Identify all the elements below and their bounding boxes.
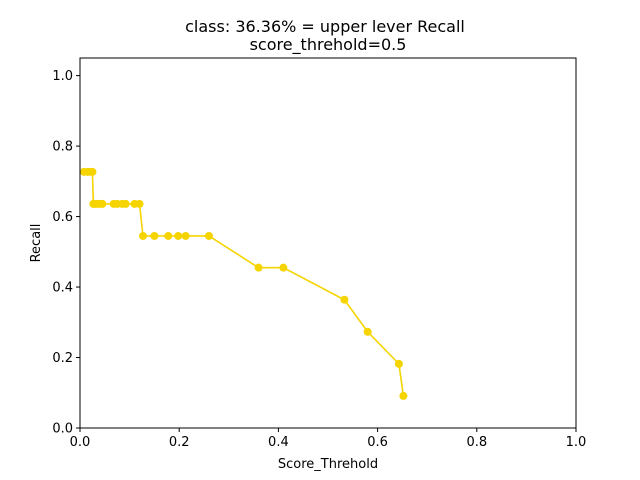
data-point — [399, 391, 408, 400]
chart-title: class: 36.36% = upper lever Recall — [185, 17, 465, 36]
data-point — [363, 327, 372, 336]
y-tick-label: 0.2 — [52, 351, 73, 366]
data-point — [88, 167, 97, 176]
x-tick-label: 1.0 — [566, 435, 587, 450]
x-axis-label: Score_Threhold — [278, 457, 378, 472]
plot-area — [80, 58, 576, 428]
y-tick-label: 1.0 — [52, 69, 73, 84]
data-point — [121, 199, 130, 208]
y-tick-label: 0.0 — [52, 422, 73, 437]
data-point — [135, 199, 144, 208]
x-tick-label: 0.8 — [466, 435, 487, 450]
data-point — [181, 231, 190, 240]
data-point — [279, 263, 288, 272]
y-axis-label: Recall — [29, 224, 44, 263]
data-point — [174, 231, 183, 240]
y-tick-label: 0.4 — [52, 281, 73, 296]
data-point — [204, 231, 213, 240]
x-tick-label: 0.0 — [70, 435, 91, 450]
series-points — [79, 167, 408, 400]
x-tick-label: 0.6 — [367, 435, 388, 450]
y-tick-label: 0.8 — [52, 140, 73, 155]
plot-frame — [79, 57, 577, 429]
data-point — [340, 295, 349, 304]
y-axis-ticks: 0.0 0.2 0.4 0.6 0.8 1.0 — [52, 69, 80, 437]
data-point — [98, 199, 107, 208]
y-tick-label: 0.6 — [52, 210, 73, 225]
data-point — [254, 263, 263, 272]
data-point — [394, 359, 403, 368]
data-point — [138, 231, 147, 240]
data-point — [150, 231, 159, 240]
data-point — [164, 231, 173, 240]
x-tick-label: 0.2 — [169, 435, 190, 450]
x-tick-label: 0.4 — [268, 435, 289, 450]
x-axis-ticks: 0.0 0.2 0.4 0.6 0.8 1.0 — [70, 428, 587, 450]
chart-subtitle: score_threhold=0.5 — [250, 35, 407, 55]
